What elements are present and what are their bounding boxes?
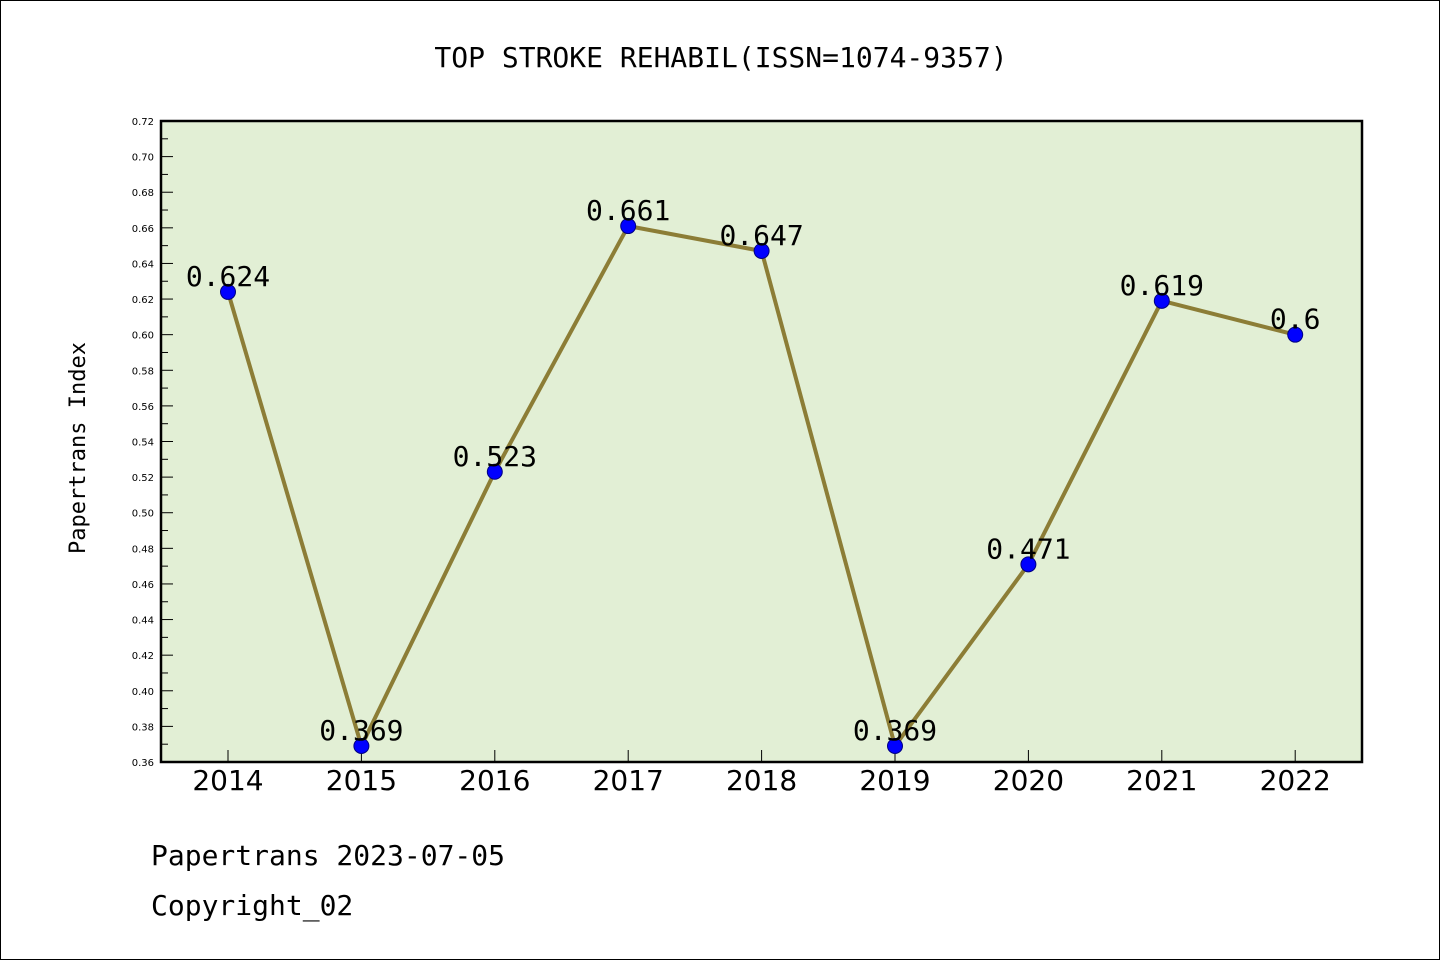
data-label: 0.523 [453, 440, 537, 473]
chart-title: TOP STROKE REHABIL(ISSN=1074-9357) [434, 41, 1007, 74]
y-tick-label: 0.40 [132, 687, 154, 698]
y-axis: 0.36 0.38 0.40 0.42 0.44 0.46 0.48 0.50 0.52 0.54… [132, 117, 173, 769]
y-tick-label: 0.52 [132, 473, 154, 484]
x-tick-label: 2016 [459, 764, 530, 797]
y-tick-label: 0.56 [132, 402, 154, 413]
data-point [220, 283, 236, 300]
y-tick-label: 0.62 [132, 295, 154, 306]
data-labels: 0.624 0.369 0.523 0.661 0.647 0.369 0.471 0.619… [186, 194, 1321, 747]
plot-area [159, 119, 1364, 764]
y-tick-label: 0.60 [132, 331, 154, 342]
data-point [353, 737, 370, 754]
y-tick-label: 0.46 [132, 580, 154, 591]
y-tick-label: 0.58 [132, 366, 154, 377]
y-axis-label: Papertrans Index [66, 342, 91, 554]
data-point [620, 218, 637, 235]
data-label: 0.661 [586, 194, 670, 227]
y-tick-label: 0.72 [132, 117, 154, 128]
data-label: 0.619 [1120, 269, 1204, 302]
x-tick-label: 2019 [859, 764, 930, 797]
data-label: 0.369 [319, 714, 403, 747]
y-tick-label: 0.50 [132, 509, 154, 520]
x-axis: 2014 2015 2016 2017 2018 2019 2020 2021 2022 [192, 750, 1331, 797]
y-tick-label: 0.54 [132, 438, 154, 449]
data-point [1153, 292, 1170, 309]
data-label: 0.471 [986, 532, 1070, 565]
footer-copyright: Copyright_02 [151, 889, 353, 923]
y-tick-label: 0.44 [132, 616, 154, 627]
data-point [486, 463, 503, 480]
x-tick-label: 2020 [993, 764, 1064, 797]
x-tick-label: 2018 [726, 764, 797, 797]
data-point [1287, 326, 1304, 343]
x-tick-label: 2022 [1260, 764, 1331, 797]
data-label: 0.647 [719, 219, 803, 252]
data-point [1020, 556, 1037, 573]
data-point [887, 737, 903, 754]
footer-date: Papertrans 2023-07-05 [151, 839, 505, 872]
data-label: 0.369 [853, 714, 937, 747]
data-label: 0.6 [1270, 303, 1321, 336]
x-tick-label: 2014 [192, 764, 263, 797]
x-tick-label: 2015 [326, 764, 397, 797]
data-label: 0.624 [186, 260, 270, 293]
y-tick-label: 0.42 [132, 651, 154, 662]
y-tick-label: 0.64 [132, 259, 154, 270]
y-tick-label: 0.36 [132, 758, 154, 769]
series-layer [220, 218, 1304, 754]
y-tick-label: 0.38 [132, 722, 154, 733]
y-tick-label: 0.66 [132, 224, 154, 235]
x-tick-label: 2017 [593, 764, 664, 797]
y-tick-label: 0.68 [132, 188, 154, 199]
y-tick-label: 0.70 [132, 153, 154, 164]
x-tick-label: 2021 [1126, 764, 1197, 797]
y-tick-label: 0.48 [132, 544, 154, 555]
data-point [753, 242, 770, 259]
